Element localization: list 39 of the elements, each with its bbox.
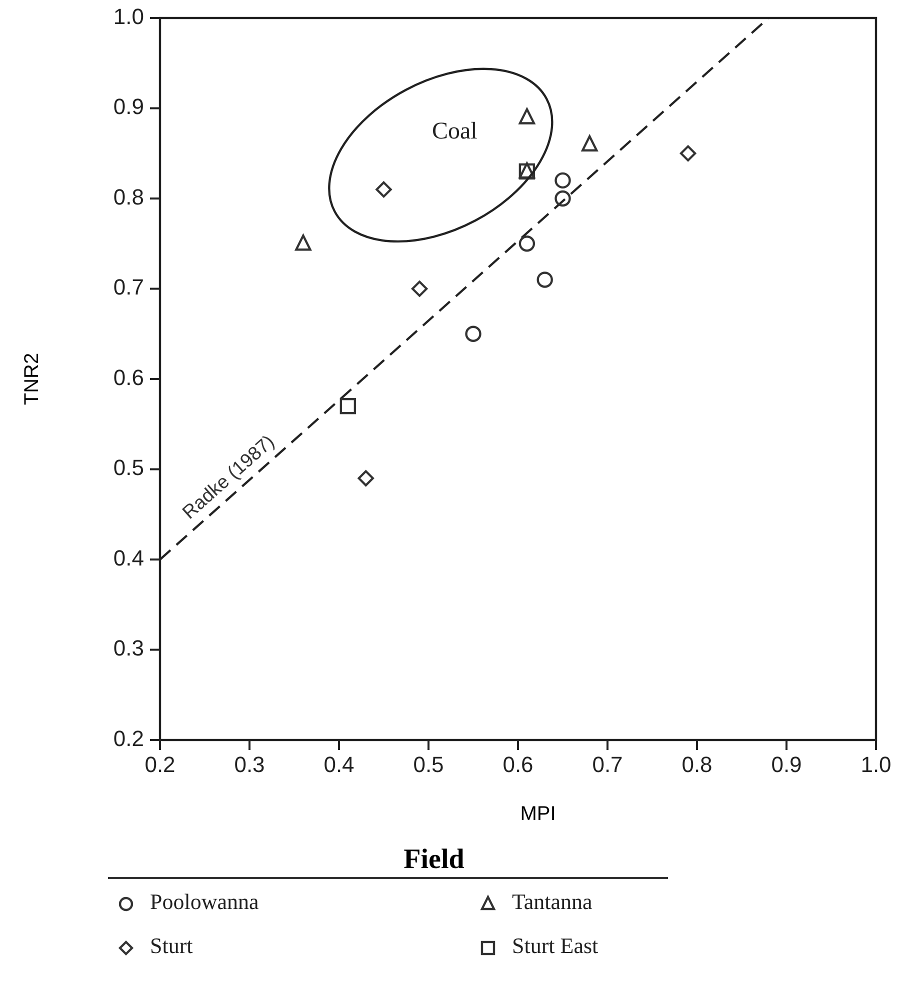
text: 1.0: [860, 752, 892, 777]
point: [295, 234, 312, 251]
x-axis-title: MPI: [520, 803, 556, 825]
annotation: Coal: [432, 118, 478, 145]
legend-label: Tantanna: [512, 889, 593, 914]
x-tick-label: 0.6: [502, 752, 534, 777]
x-tick-label: 0.8: [682, 752, 712, 777]
y-tick-label: 0.3: [113, 636, 144, 661]
point: [358, 470, 374, 486]
point: [582, 135, 598, 152]
text: 1.0: [113, 4, 144, 29]
legend-title: Field: [404, 844, 465, 875]
y-tick-label: 0.5: [113, 455, 144, 480]
point: [554, 172, 571, 189]
y-tick-label: 0.7: [113, 274, 144, 300]
x-tick-label: 0.9: [771, 752, 802, 777]
point: [554, 190, 571, 207]
point: [411, 280, 428, 297]
point: [340, 398, 356, 414]
point: [680, 145, 696, 162]
legend-label: Poolowanna: [150, 889, 259, 914]
x-tick-label: 0.4: [324, 752, 354, 777]
x-tick-label: 0.3: [234, 752, 265, 777]
y-tick-label: 0.2: [113, 726, 144, 751]
point: [518, 236, 536, 252]
point: [376, 181, 392, 198]
point: [518, 108, 536, 124]
point: [536, 272, 553, 288]
y-tick-label: 0.9: [113, 94, 144, 120]
y-tick-label: 0.4: [113, 545, 144, 570]
x-tick-label: 0.7: [592, 752, 623, 777]
legend-label: Sturt: [150, 933, 193, 958]
legend-label: Sturt East: [512, 933, 598, 958]
y-tick-label: 0.6: [113, 364, 144, 390]
y-axis-title: TNR2: [21, 352, 43, 406]
x-tick-label: 0.2: [144, 752, 176, 777]
y-tick-label: 0.8: [113, 184, 144, 210]
point: [465, 326, 482, 342]
x-tick-label: 0.5: [413, 752, 444, 777]
